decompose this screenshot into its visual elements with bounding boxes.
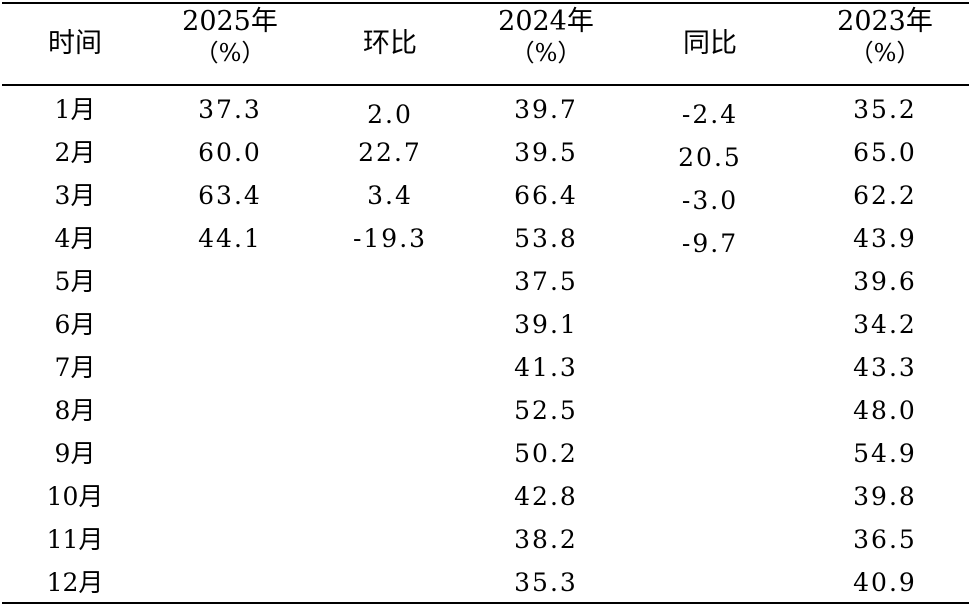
cell-2025: 44.1	[198, 224, 262, 253]
header-2024: 2024年 （%）	[486, 6, 606, 68]
cell-2023: 62.2	[853, 181, 917, 210]
cell-month: 3月	[54, 181, 96, 210]
cell-2024: 41.3	[514, 353, 578, 382]
cell-month: 10月	[46, 482, 104, 511]
table-bottom-rule	[2, 602, 969, 604]
cell-month: 2月	[54, 138, 96, 167]
cell-2024: 66.4	[514, 181, 578, 210]
header-2025: 2025年 （%）	[170, 6, 290, 68]
table-row: 5月 37.5 39.6	[0, 260, 971, 303]
cell-month: 1月	[54, 95, 96, 124]
cell-2023: 40.9	[853, 568, 917, 597]
table-row: 1月 37.3 2.0 39.7 -2.4 35.2	[0, 88, 971, 131]
header-yoy: 同比	[683, 28, 737, 59]
cell-month: 5月	[54, 267, 96, 296]
cell-2023: 48.0	[853, 396, 917, 425]
header-2023-unit: （%）	[849, 39, 921, 67]
cell-2023: 54.9	[853, 439, 917, 468]
cell-2024: 42.8	[514, 482, 578, 511]
table-row: 3月 63.4 3.4 66.4 -3.0 62.2	[0, 174, 971, 217]
cell-2024: 35.3	[514, 568, 578, 597]
cell-2023: 34.2	[853, 310, 917, 339]
cell-mom: 22.7	[358, 138, 422, 167]
cell-2024: 37.5	[514, 267, 578, 296]
cell-yoy: -2.4	[681, 100, 739, 129]
header-2023: 2023年 （%）	[825, 6, 945, 68]
cell-yoy: -3.0	[681, 186, 739, 215]
cell-month: 12月	[46, 568, 104, 597]
cell-2024: 39.7	[514, 95, 578, 124]
header-2024-label: 2024年	[498, 6, 594, 37]
table-row: 2月 60.0 22.7 39.5 20.5 65.0	[0, 131, 971, 174]
cell-mom: 3.4	[367, 181, 413, 210]
header-mom: 环比	[363, 28, 417, 59]
cell-2025: 60.0	[198, 138, 262, 167]
cell-2024: 38.2	[514, 525, 578, 554]
cell-month: 9月	[54, 439, 96, 468]
cell-2023: 43.3	[853, 353, 917, 382]
header-2024-unit: （%）	[510, 39, 582, 67]
cell-yoy: 20.5	[678, 143, 742, 172]
cell-2023: 39.8	[853, 482, 917, 511]
cell-mom: -19.3	[352, 224, 428, 253]
header-month: 时间	[48, 28, 102, 59]
cell-2024: 39.1	[514, 310, 578, 339]
header-divider-rule	[2, 84, 969, 86]
cell-2025: 63.4	[198, 181, 262, 210]
cell-2023: 39.6	[853, 267, 917, 296]
table-row: 9月 50.2 54.9	[0, 432, 971, 475]
table-row: 4月 44.1 -19.3 53.8 -9.7 43.9	[0, 217, 971, 260]
cell-2023: 43.9	[853, 224, 917, 253]
table-top-rule	[2, 2, 969, 4]
table-row: 8月 52.5 48.0	[0, 389, 971, 432]
table-row: 7月 41.3 43.3	[0, 346, 971, 389]
cell-2024: 50.2	[514, 439, 578, 468]
cell-2023: 36.5	[853, 525, 917, 554]
cell-mom: 2.0	[367, 100, 413, 129]
cell-2023: 65.0	[853, 138, 917, 167]
cell-2023: 35.2	[853, 95, 917, 124]
table-row: 6月 39.1 34.2	[0, 303, 971, 346]
header-2025-unit: （%）	[194, 39, 266, 67]
cell-month: 7月	[54, 353, 96, 382]
cell-2024: 53.8	[514, 224, 578, 253]
cell-month: 11月	[46, 525, 104, 554]
table-row: 12月 35.3 40.9	[0, 561, 971, 604]
cell-yoy: -9.7	[681, 229, 739, 258]
cell-month: 6月	[54, 310, 96, 339]
cell-2024: 52.5	[514, 396, 578, 425]
table-row: 10月 42.8 39.8	[0, 475, 971, 518]
cell-2024: 39.5	[514, 138, 578, 167]
header-2023-label: 2023年	[837, 6, 933, 37]
cell-2025: 37.3	[198, 95, 262, 124]
header-2025-label: 2025年	[182, 6, 278, 37]
cell-month: 4月	[54, 224, 96, 253]
table-row: 11月 38.2 36.5	[0, 518, 971, 561]
cell-month: 8月	[54, 396, 96, 425]
